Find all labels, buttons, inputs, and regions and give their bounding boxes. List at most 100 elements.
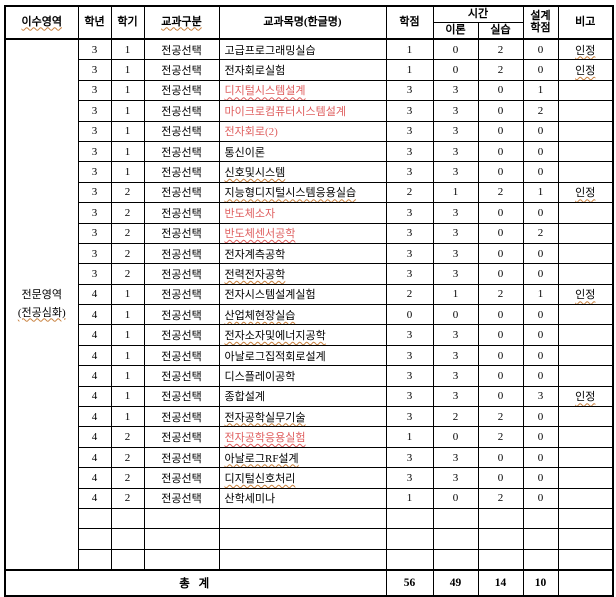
cell-semester: 2 (110, 426, 145, 448)
col-header-course: 교과목명(한글명) (218, 5, 387, 40)
cell-note (557, 487, 614, 509)
cell-semester: 2 (110, 263, 145, 285)
cell-grade: 4 (77, 426, 112, 448)
cell-category: 전공선택 (143, 324, 220, 346)
course-row: 3 2 전공선택 전자계측공학 3 3 0 0 (5, 242, 614, 265)
cell-practice: 0 (477, 365, 524, 387)
col-header-category: 교과구분 (143, 5, 220, 40)
course-name: 전자계측공학 (224, 248, 286, 261)
empty-row (5, 548, 614, 571)
cell-category: 전공선택 (143, 140, 220, 163)
cell-course: 지능형디지털시스템응용실습 (218, 181, 387, 204)
col-header-note: 비고 (557, 5, 614, 40)
cell-note (557, 161, 614, 183)
note-label: 인정 (575, 391, 596, 404)
cell-credit: 3 (385, 365, 434, 387)
course-row: 3 1 전공선택 전자회로실험 1 0 2 0 인정 (5, 59, 614, 81)
col-header-semester: 학기 (110, 5, 145, 40)
cell-practice: 0 (477, 140, 524, 163)
cell-semester: 1 (110, 304, 145, 326)
cell-credit: 3 (385, 242, 434, 265)
cell-theory: 0 (432, 59, 479, 81)
cell-credit (385, 507, 434, 530)
cell-credit: 3 (385, 120, 434, 142)
cell-credit: 3 (385, 140, 434, 163)
cell-area: 전문영역 (전공심화) (4, 38, 79, 571)
cell-design (522, 507, 559, 530)
cell-credit: 3 (385, 324, 434, 346)
course-name: 산학세미나 (224, 493, 276, 506)
cell-grade: 3 (77, 263, 112, 285)
course-row: 4 1 전공선택 아날로그집적회로설계 3 3 0 0 (5, 344, 614, 367)
cell-category: 전공선택 (143, 263, 220, 285)
cell-category (143, 548, 220, 571)
cell-category: 전공선택 (143, 446, 220, 469)
course-row: 전문영역 (전공심화) 3 1 전공선택 고급프로그래밍실습 1 0 2 0 인정 (4, 38, 614, 571)
cell-category: 전공선택 (143, 242, 220, 265)
cell-design: 2 (522, 100, 559, 122)
total-credit: 56 (385, 569, 434, 597)
cell-semester: 1 (110, 365, 145, 387)
cell-category: 전공선택 (143, 467, 220, 489)
course-row: 4 2 전공선택 디지털신호처리 3 3 0 0 (5, 467, 614, 489)
cell-theory: 0 (432, 426, 479, 448)
note-label: 인정 (575, 65, 596, 78)
cell-note: 인정 (557, 283, 614, 306)
cell-theory: 3 (432, 324, 479, 346)
cell-grade: 4 (77, 344, 112, 367)
cell-credit (385, 548, 434, 571)
cell-practice: 0 (477, 242, 524, 265)
cell-note (557, 120, 614, 142)
course-name: 지능형디지털시스템응용실습 (224, 187, 357, 200)
cell-category (143, 507, 220, 530)
cell-practice: 0 (477, 324, 524, 346)
cell-grade: 3 (77, 100, 112, 122)
cell-theory: 0 (432, 487, 479, 509)
cell-practice: 0 (477, 304, 524, 326)
course-name: 전자회로(2) (224, 126, 278, 139)
cell-theory: 1 (432, 283, 479, 306)
cell-semester: 1 (110, 100, 145, 122)
cell-design: 0 (522, 304, 559, 326)
cell-grade: 4 (77, 406, 112, 428)
cell-grade: 3 (77, 79, 112, 102)
cell-category: 전공선택 (143, 426, 220, 448)
cell-semester: 1 (110, 140, 145, 163)
cell-note (557, 263, 614, 285)
cell-practice: 0 (477, 467, 524, 489)
course-row: 4 2 전공선택 아날로그RF설계 3 3 0 0 (5, 446, 614, 469)
cell-category: 전공선택 (143, 59, 220, 81)
course-name: 아날로그집적회로설계 (224, 350, 326, 363)
cell-design (522, 548, 559, 571)
course-row: 3 1 전공선택 신호및시스템 3 3 0 0 (5, 161, 614, 183)
cell-credit: 3 (385, 446, 434, 469)
curriculum-document-page: 이수영역 학년 학기 교과구분 교과목명(한글명) 학점 시간 설계 학점 비고 … (4, 5, 614, 597)
course-row: 3 2 전공선택 반도체센서공학 3 3 0 2 (5, 222, 614, 244)
cell-grade: 4 (77, 304, 112, 326)
course-name: 통신이론 (224, 146, 265, 159)
cell-theory: 3 (432, 365, 479, 387)
area-line2: (전공심화) (17, 306, 66, 319)
cell-category: 전공선택 (143, 38, 220, 61)
cell-course: 전자계측공학 (218, 242, 387, 265)
cell-semester: 1 (110, 406, 145, 428)
cell-note (557, 406, 614, 428)
cell-note (557, 426, 614, 448)
course-row: 3 2 전공선택 반도체소자 3 3 0 0 (5, 202, 614, 224)
cell-category (143, 528, 220, 550)
cell-credit: 2 (385, 283, 434, 306)
cell-semester (110, 507, 145, 530)
course-name: 전자소자및에너지공학 (224, 330, 326, 343)
cell-credit: 1 (385, 487, 434, 509)
cell-note (557, 304, 614, 326)
cell-practice: 2 (477, 406, 524, 428)
cell-design: 0 (522, 38, 559, 61)
note-label: 인정 (575, 187, 596, 200)
cell-design: 0 (522, 161, 559, 183)
cell-note (557, 242, 614, 265)
course-name: 아날로그RF설계 (224, 452, 299, 465)
cell-course: 전자공학실무기술 (218, 406, 387, 428)
total-note (557, 569, 614, 597)
cell-semester: 1 (110, 59, 145, 81)
course-name: 전자회로실험 (224, 65, 286, 78)
